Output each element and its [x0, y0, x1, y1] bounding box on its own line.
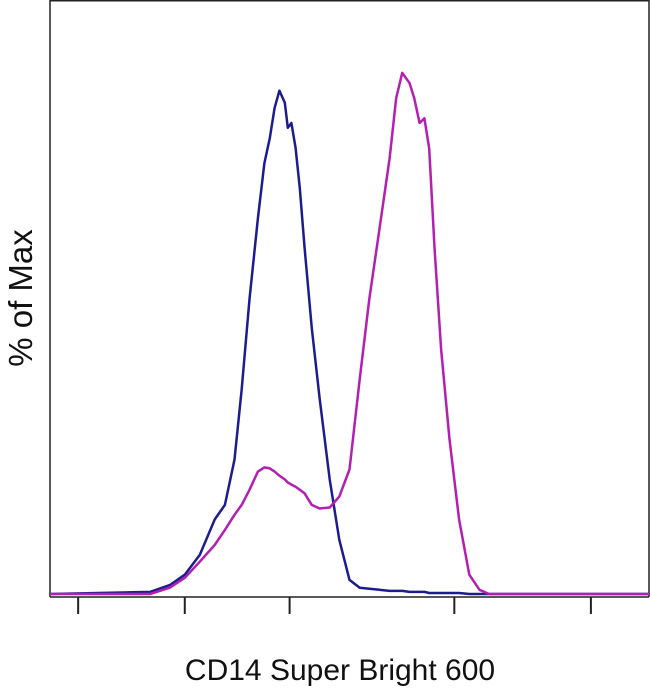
frame — [49, 0, 650, 598]
x-axis-label: CD14 Super Bright 600 — [185, 654, 495, 687]
y-axis-label: % of Max — [2, 229, 39, 367]
series-line — [49, 89, 649, 596]
series-line — [50, 71, 649, 596]
